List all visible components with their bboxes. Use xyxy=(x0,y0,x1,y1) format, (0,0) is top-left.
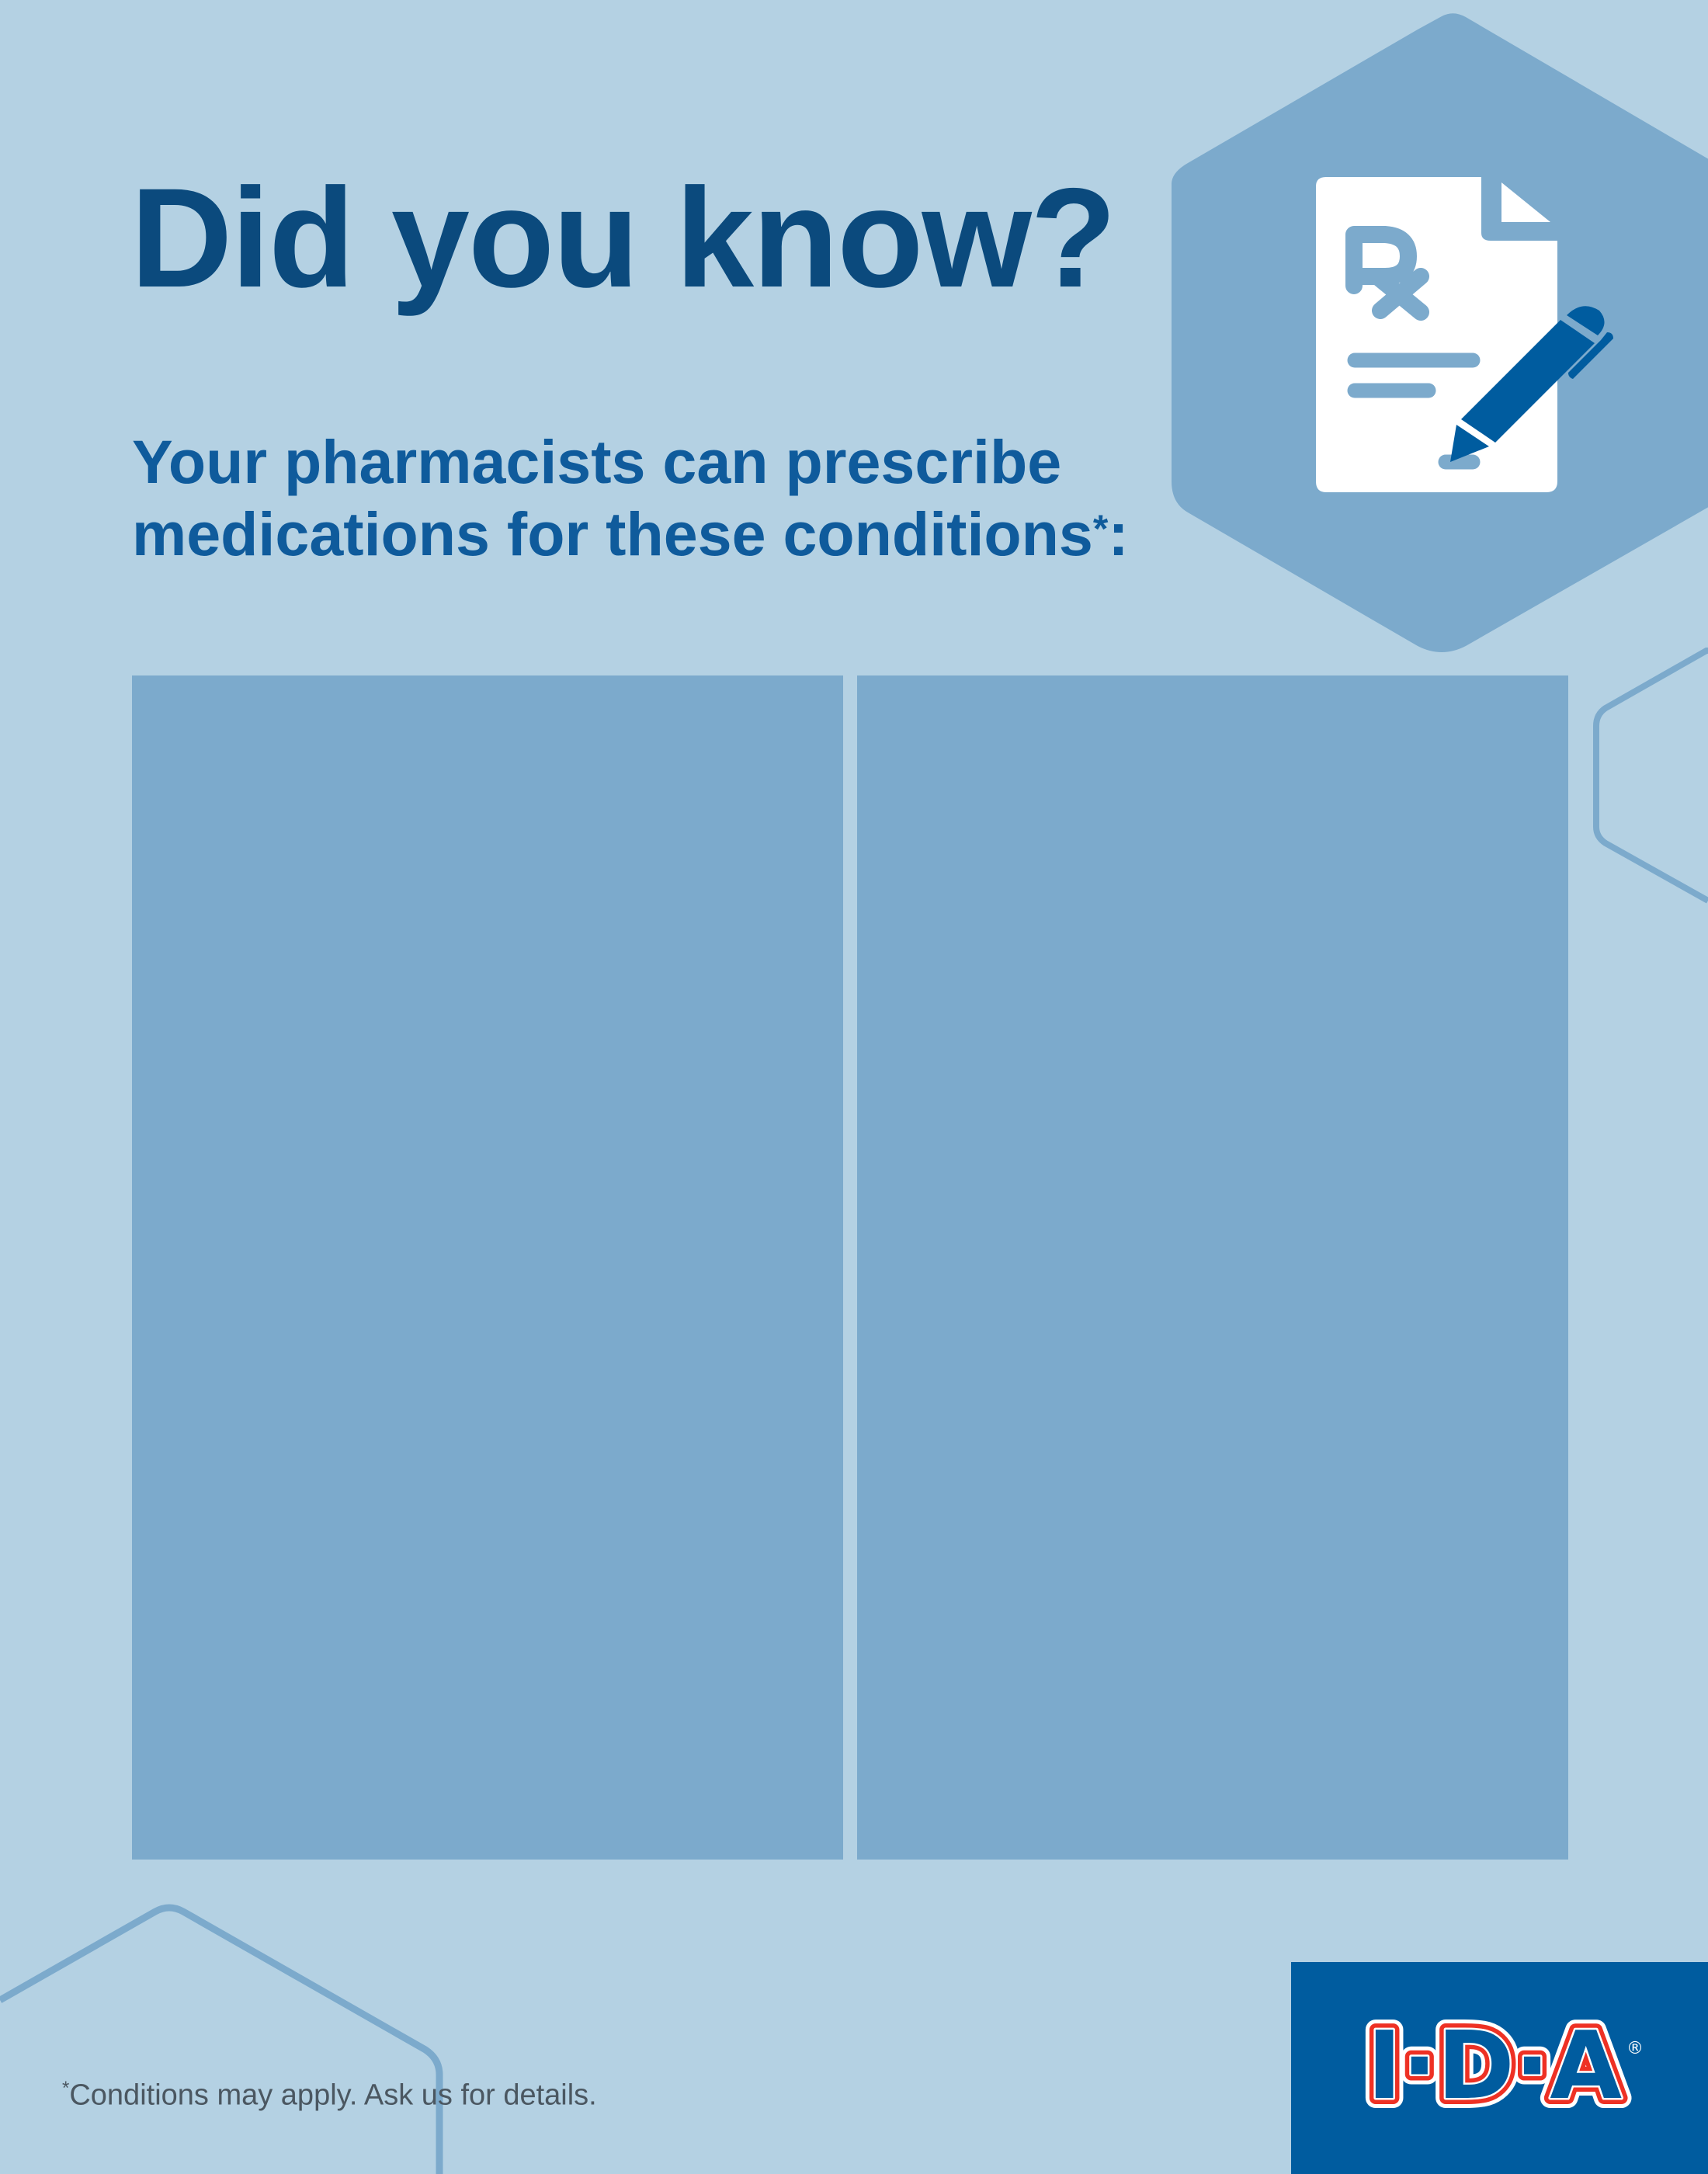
footnote-text: Conditions may apply. Ask us for details… xyxy=(69,2078,597,2112)
ida-logo: I·D·A I·D·A I·D·A ® xyxy=(1291,1962,1708,2174)
subtitle-line-1: Your pharmacists can prescribe xyxy=(132,427,1062,496)
subtitle: Your pharmacists can prescribe medicatio… xyxy=(132,425,1219,570)
registered-mark: ® xyxy=(1626,2039,1644,2058)
hexagon-outline-right xyxy=(1593,648,1708,904)
footnote: *Conditions may apply. Ask us for detail… xyxy=(62,2078,597,2113)
conditions-panel-right xyxy=(857,675,1568,1860)
logo-lettering: I·D·A xyxy=(1367,2013,1622,2120)
logo-red-outline: I·D·A xyxy=(1367,2013,1622,2120)
conditions-panel-left xyxy=(132,675,843,1860)
ida-logo-mark: I·D·A I·D·A I·D·A ® xyxy=(1357,2002,1644,2131)
hexagon-outline-bottom-left xyxy=(0,1904,443,2174)
logo-outline: I·D·A xyxy=(1367,2013,1622,2120)
subtitle-line-2: medications for these conditions xyxy=(132,499,1093,568)
subtitle-asterisk: * xyxy=(1092,507,1109,550)
footnote-asterisk: * xyxy=(62,2078,70,2099)
subtitle-colon: : xyxy=(1108,499,1129,568)
page-title: Did you know? xyxy=(130,158,1116,317)
prescription-document-with-pen-icon xyxy=(1316,177,1613,492)
